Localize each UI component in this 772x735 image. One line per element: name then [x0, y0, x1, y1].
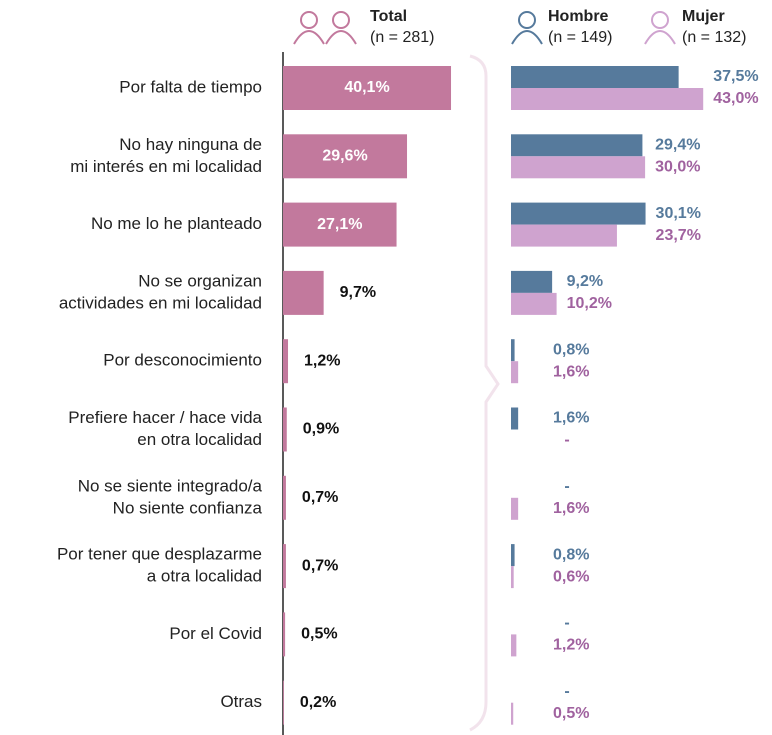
total-bar [283, 544, 286, 589]
gender-value-label: 23,7% [656, 227, 701, 244]
category-label: No hay ninguna de [119, 135, 262, 154]
legend-total: Total [370, 8, 407, 25]
total-value-label: 0,5% [301, 626, 337, 643]
total-icon [293, 11, 357, 45]
gender-bar [511, 134, 643, 157]
gender-value-label: 30,1% [656, 205, 701, 222]
total-bar [283, 475, 286, 520]
total-value-label: 0,9% [303, 421, 339, 438]
gender-bar [511, 361, 519, 384]
gender-value-label: - [564, 683, 569, 700]
total-bar [283, 270, 324, 315]
legend-hombre-n: (n = 149) [548, 29, 612, 46]
category-label: Por el Covid [169, 624, 262, 643]
category-label: No se organizan [138, 271, 262, 290]
total-value-label: 27,1% [317, 216, 362, 233]
total-value-label: 0,2% [300, 694, 336, 711]
total-bar [283, 66, 452, 110]
gender-value-label: - [564, 478, 569, 495]
legend-hombre: Hombre [548, 8, 609, 25]
brace [469, 54, 500, 732]
total-bar [283, 134, 408, 179]
gender-bar [511, 202, 646, 225]
gender-value-label: 1,6% [553, 500, 589, 517]
category-label: Otras [220, 692, 262, 711]
gender-value-label: 29,4% [655, 137, 700, 154]
gender-bar [511, 634, 517, 657]
total-value-label: 0,7% [302, 489, 338, 506]
gender-bar [511, 566, 514, 589]
gender-value-label: 1,6% [553, 363, 589, 380]
category-label: No se siente integrado/a [78, 476, 263, 495]
gender-bar [511, 544, 515, 567]
category-label: actividades en mi localidad [59, 293, 262, 312]
category-label: Por tener que desplazarme [57, 545, 262, 564]
total-bar [283, 680, 284, 725]
total-value-label: 29,6% [322, 148, 367, 165]
gender-value-label: 0,8% [553, 341, 589, 358]
category-label: Por falta de tiempo [119, 77, 262, 96]
total-value-label: 0,7% [302, 557, 338, 574]
gender-bar [511, 407, 519, 430]
gender-bar [511, 339, 515, 362]
gender-value-label: 37,5% [713, 68, 758, 85]
total-value-label: 9,7% [340, 284, 376, 301]
category-label: Prefiere hacer / hace vida [68, 408, 262, 427]
gender-value-label: - [564, 432, 569, 449]
total-bar [283, 612, 286, 657]
category-label: a otra localidad [147, 567, 262, 586]
gender-value-label: 1,6% [553, 410, 589, 427]
total-value-label: 40,1% [344, 79, 389, 96]
category-label: en otra localidad [137, 430, 262, 449]
gender-bar [511, 66, 679, 88]
gender-value-label: 0,5% [553, 705, 589, 722]
legend-mujer-n: (n = 132) [682, 29, 746, 46]
category-label: mi interés en mi localidad [70, 157, 262, 176]
gender-value-label: 0,6% [553, 568, 589, 585]
gender-value-label: 30,0% [655, 159, 700, 176]
gender-bar [511, 702, 514, 725]
gender-bar [511, 156, 646, 179]
total-bar [283, 407, 287, 452]
gender-bar [511, 270, 553, 293]
gender-bar [511, 292, 557, 315]
gender-value-label: 0,8% [553, 546, 589, 563]
gender-value-label: 10,2% [567, 295, 612, 312]
legend-total-n: (n = 281) [370, 29, 434, 46]
gender-value-label: 9,2% [567, 273, 603, 290]
total-bar [283, 202, 397, 247]
gender-bar [511, 497, 519, 520]
total-value-label: 1,2% [304, 352, 340, 369]
gender-bar [511, 88, 704, 110]
mujer-icon [644, 11, 676, 45]
legend-mujer: Mujer [682, 8, 725, 25]
gender-bar [511, 224, 617, 247]
gender-value-label: 1,2% [553, 637, 589, 654]
category-label: Por desconocimiento [103, 351, 262, 370]
gender-value-label: - [564, 615, 569, 632]
hombre-icon [511, 11, 543, 45]
total-bar [283, 339, 289, 384]
category-label: No me lo he planteado [91, 214, 262, 233]
category-label: No siente confianza [113, 498, 263, 517]
gender-value-label: 43,0% [713, 90, 758, 107]
